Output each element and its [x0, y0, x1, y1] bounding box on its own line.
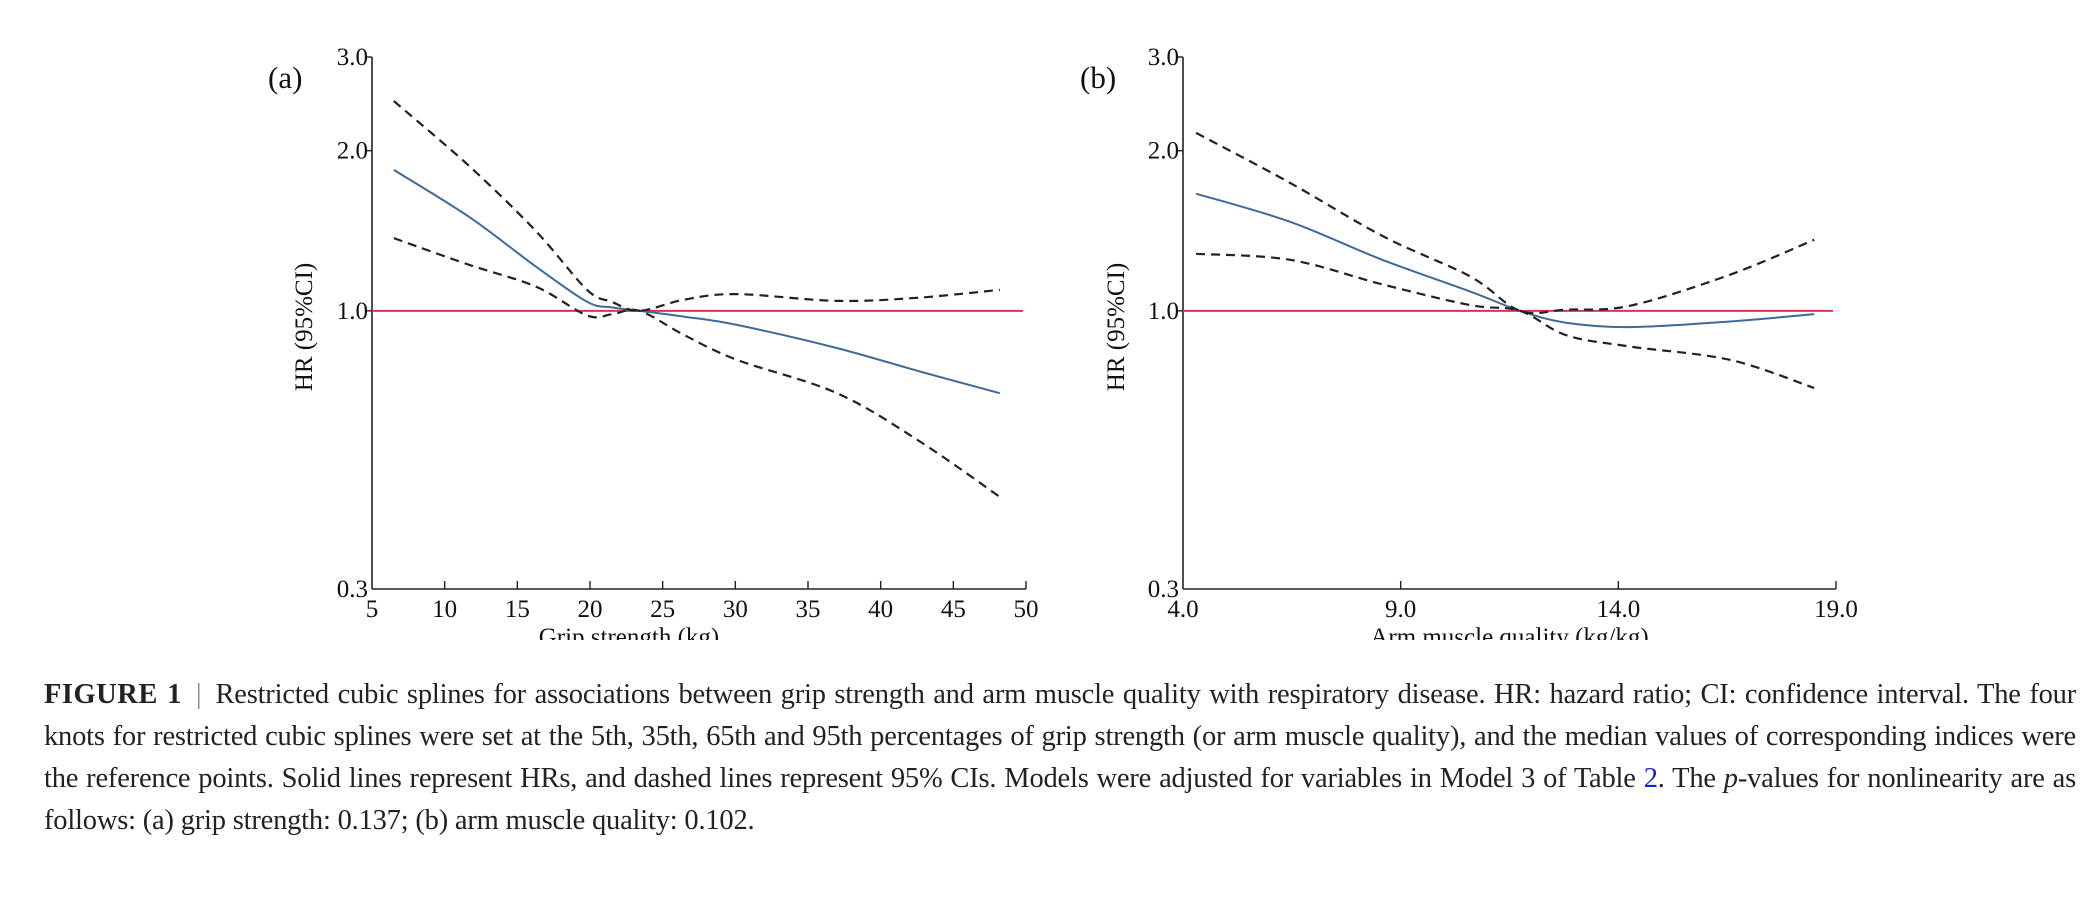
ci-lower-line	[393, 237, 1001, 498]
x-tick-label: 15	[505, 596, 530, 623]
x-tick-label: 40	[868, 596, 893, 623]
caption-text-2: . The	[1657, 763, 1724, 794]
x-tick-label: 30	[723, 596, 748, 623]
x-tick-label: 10	[432, 596, 457, 623]
figure-caption: FIGURE 1 | Restricted cubic splines for as…	[44, 674, 2076, 842]
x-tick-label: 35	[796, 596, 821, 623]
y-axis-label: HR (95%CI)	[291, 263, 318, 391]
x-tick-label: 50	[1014, 596, 1039, 623]
panel-a: (a) 0.3 1.0 2.0 3.0 5 10 15 20 25 30 35 40 45 50 Grip s…	[268, 44, 1039, 640]
x-tick-label: 14.0	[1596, 596, 1640, 623]
figure-label: FIGURE 1	[44, 679, 182, 710]
figure: (a) 0.3 1.0 2.0 3.0 5 10 15 20 25 30 35 40 45 50 Grip s…	[268, 44, 1858, 640]
x-tick-label: 9.0	[1385, 596, 1416, 623]
caption-separator: |	[195, 679, 202, 710]
y-tick-label: 1.0	[337, 298, 368, 325]
ci-upper-line	[1195, 131, 1815, 315]
caption-p-italic: p	[1723, 763, 1738, 794]
y-tick-label: 0.3	[337, 576, 368, 603]
panel-b: (b) 0.3 1.0 2.0 3.0 4.0 9.0 14.0 19.0 Arm muscle …	[1080, 44, 1858, 640]
ci-upper-line	[393, 100, 1000, 312]
y-tick-label: 1.0	[1148, 298, 1179, 325]
panel-label: (a)	[268, 60, 302, 95]
hr-line	[393, 169, 1001, 395]
x-axis-label: Arm muscle quality (kg/kg)	[1370, 624, 1648, 640]
ci-lower-line	[1196, 252, 1815, 390]
table-link[interactable]: 2	[1643, 763, 1658, 794]
y-tick-label: 0.3	[1148, 576, 1179, 603]
x-tick-label: 5	[366, 596, 379, 623]
x-tick-label: 25	[650, 596, 675, 623]
panel-label: (b)	[1080, 60, 1116, 95]
x-tick-label: 45	[941, 596, 966, 623]
x-tick-label: 19.0	[1814, 596, 1858, 623]
y-tick-label: 3.0	[1148, 44, 1179, 71]
caption-text-3: -values for nonlinearity are as follows:…	[44, 763, 2077, 836]
y-tick-label: 2.0	[337, 138, 368, 165]
y-tick-label: 3.0	[337, 44, 368, 71]
y-tick-label: 2.0	[1148, 138, 1179, 165]
x-tick-label: 4.0	[1167, 596, 1198, 623]
y-axis-label: HR (95%CI)	[1103, 263, 1130, 391]
x-tick-label: 20	[578, 596, 603, 623]
caption-text-1: Restricted cubic splines for association…	[44, 679, 2076, 794]
x-axis-label: Grip strength (kg)	[539, 624, 720, 640]
